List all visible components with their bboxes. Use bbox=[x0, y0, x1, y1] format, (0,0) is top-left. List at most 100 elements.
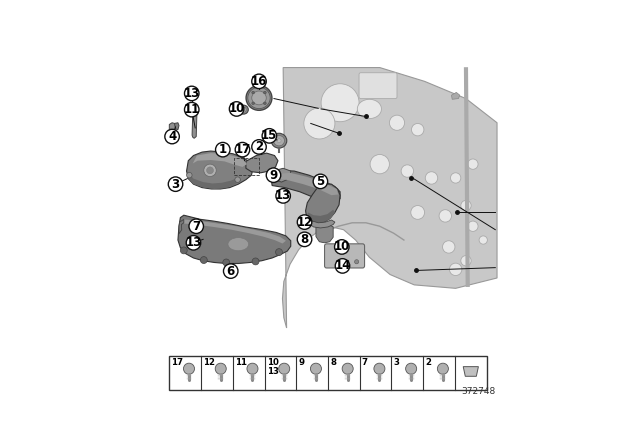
Circle shape bbox=[215, 363, 227, 374]
Text: 7: 7 bbox=[362, 358, 368, 366]
Polygon shape bbox=[451, 92, 460, 99]
Ellipse shape bbox=[412, 124, 424, 136]
Polygon shape bbox=[305, 184, 340, 224]
Ellipse shape bbox=[389, 115, 404, 130]
Text: 15: 15 bbox=[261, 129, 278, 142]
Text: 10: 10 bbox=[228, 103, 244, 116]
Circle shape bbox=[165, 129, 179, 144]
Ellipse shape bbox=[461, 200, 471, 211]
Text: 17: 17 bbox=[172, 358, 184, 366]
Text: 16: 16 bbox=[251, 75, 267, 88]
Text: 6: 6 bbox=[227, 265, 235, 278]
Polygon shape bbox=[179, 220, 184, 234]
Circle shape bbox=[262, 129, 276, 143]
Text: 3: 3 bbox=[394, 358, 399, 366]
Circle shape bbox=[335, 258, 349, 273]
Polygon shape bbox=[463, 366, 479, 376]
Circle shape bbox=[276, 249, 282, 255]
Polygon shape bbox=[193, 153, 247, 167]
Polygon shape bbox=[272, 168, 291, 182]
Ellipse shape bbox=[271, 133, 287, 148]
Text: 3: 3 bbox=[172, 178, 180, 191]
Circle shape bbox=[342, 363, 353, 374]
FancyBboxPatch shape bbox=[359, 73, 397, 99]
Text: 14: 14 bbox=[334, 259, 351, 272]
Circle shape bbox=[264, 102, 266, 105]
Polygon shape bbox=[271, 170, 340, 203]
Circle shape bbox=[264, 91, 266, 94]
Text: 7: 7 bbox=[192, 220, 200, 233]
Ellipse shape bbox=[228, 237, 249, 251]
Text: 12: 12 bbox=[296, 215, 313, 228]
Circle shape bbox=[298, 215, 312, 229]
Circle shape bbox=[184, 363, 195, 374]
Ellipse shape bbox=[451, 173, 461, 183]
Circle shape bbox=[189, 219, 204, 233]
Polygon shape bbox=[183, 220, 286, 244]
Circle shape bbox=[216, 142, 230, 157]
Text: 13: 13 bbox=[275, 190, 291, 202]
Ellipse shape bbox=[241, 107, 246, 112]
Text: 9: 9 bbox=[269, 169, 278, 182]
Text: 8: 8 bbox=[330, 358, 336, 366]
Polygon shape bbox=[309, 220, 335, 228]
Text: 4: 4 bbox=[168, 130, 176, 143]
Text: 2: 2 bbox=[425, 358, 431, 366]
Circle shape bbox=[266, 168, 281, 182]
Text: 12: 12 bbox=[203, 358, 215, 366]
Ellipse shape bbox=[357, 99, 381, 119]
Ellipse shape bbox=[468, 159, 478, 169]
Circle shape bbox=[437, 363, 449, 374]
Text: 11: 11 bbox=[235, 358, 247, 366]
Circle shape bbox=[236, 142, 250, 157]
Ellipse shape bbox=[401, 165, 413, 177]
Circle shape bbox=[298, 232, 312, 246]
Polygon shape bbox=[188, 174, 241, 189]
Circle shape bbox=[223, 264, 238, 278]
Circle shape bbox=[180, 247, 188, 254]
FancyBboxPatch shape bbox=[324, 244, 365, 268]
Circle shape bbox=[374, 363, 385, 374]
Circle shape bbox=[187, 172, 192, 178]
Polygon shape bbox=[273, 173, 339, 195]
Ellipse shape bbox=[439, 210, 451, 222]
Circle shape bbox=[223, 259, 230, 266]
Ellipse shape bbox=[461, 255, 471, 266]
Polygon shape bbox=[192, 111, 197, 138]
Circle shape bbox=[235, 177, 241, 182]
Circle shape bbox=[252, 102, 255, 105]
Polygon shape bbox=[170, 123, 175, 131]
Polygon shape bbox=[187, 151, 253, 189]
Text: 13: 13 bbox=[186, 236, 202, 249]
Circle shape bbox=[313, 174, 328, 189]
Circle shape bbox=[229, 102, 244, 116]
Bar bbox=[170, 356, 486, 390]
Text: 5: 5 bbox=[316, 175, 324, 188]
Ellipse shape bbox=[239, 105, 248, 114]
Circle shape bbox=[278, 363, 290, 374]
Ellipse shape bbox=[252, 91, 266, 105]
Circle shape bbox=[252, 258, 259, 265]
Circle shape bbox=[276, 189, 291, 203]
Text: 10
13: 10 13 bbox=[267, 358, 278, 376]
Ellipse shape bbox=[277, 139, 281, 142]
Circle shape bbox=[200, 257, 207, 263]
Circle shape bbox=[204, 164, 216, 177]
Polygon shape bbox=[246, 153, 278, 173]
Ellipse shape bbox=[479, 236, 488, 244]
Circle shape bbox=[168, 177, 183, 191]
Ellipse shape bbox=[273, 135, 285, 146]
Text: 10: 10 bbox=[333, 241, 350, 254]
Circle shape bbox=[184, 86, 199, 101]
Polygon shape bbox=[307, 210, 335, 224]
Polygon shape bbox=[316, 224, 333, 243]
Circle shape bbox=[406, 363, 417, 374]
Ellipse shape bbox=[321, 84, 359, 122]
Polygon shape bbox=[282, 68, 497, 328]
Text: 17: 17 bbox=[234, 143, 251, 156]
Ellipse shape bbox=[425, 172, 438, 184]
Text: 372748: 372748 bbox=[461, 387, 495, 396]
Polygon shape bbox=[175, 123, 179, 129]
Ellipse shape bbox=[442, 241, 455, 253]
Text: 13: 13 bbox=[184, 87, 200, 100]
